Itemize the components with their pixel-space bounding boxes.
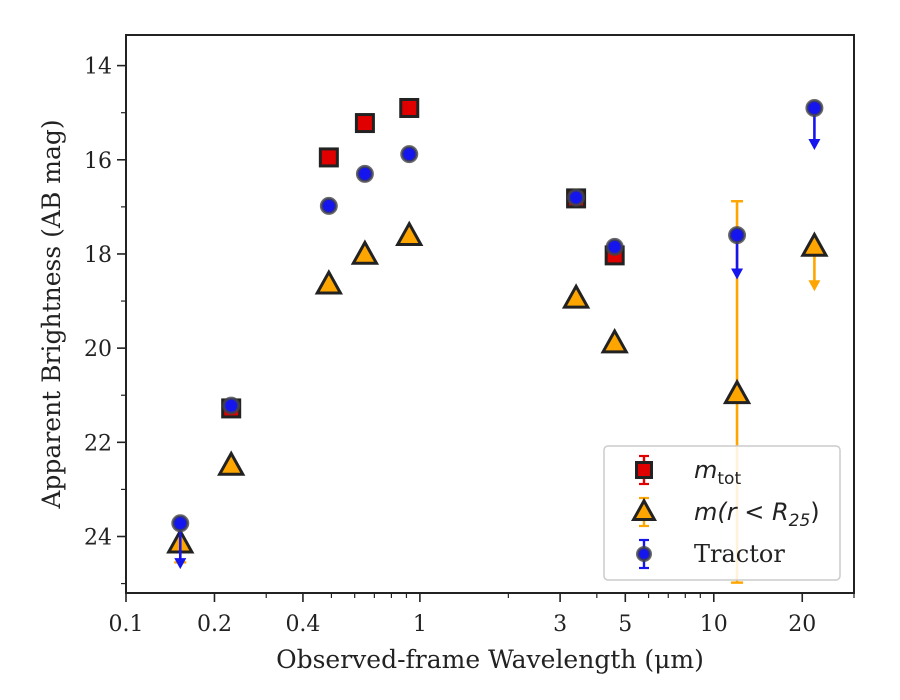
data-point-circle — [605, 237, 624, 256]
legend-item: mtot — [635, 454, 741, 489]
upper-limit-arrow-head — [808, 280, 821, 292]
legend-item: m(r < R25) — [631, 496, 820, 531]
y-tick-label: 24 — [84, 525, 112, 550]
marker — [399, 97, 420, 118]
data-point-triangle — [217, 450, 246, 476]
data-point-square — [318, 147, 339, 168]
data-point-triangle — [561, 283, 591, 309]
x-tick-label: 0.4 — [285, 612, 320, 637]
y-tick-label: 18 — [84, 243, 112, 268]
legend-marker — [635, 461, 653, 479]
data-point-triangle — [314, 269, 343, 295]
y-tick-label: 14 — [84, 55, 112, 80]
data-point-circle — [319, 196, 338, 215]
legend-item: Tractor — [636, 538, 785, 570]
marker — [395, 220, 424, 246]
marker — [800, 231, 829, 257]
upper-limit-arrow-head — [808, 139, 821, 151]
marker — [354, 113, 375, 134]
data-point-circle — [400, 145, 419, 164]
marker — [722, 378, 752, 405]
legend-box — [603, 445, 841, 581]
data-point-triangle — [600, 327, 629, 354]
marker — [217, 450, 246, 476]
legend-marker — [631, 497, 657, 522]
legend-label: m(r < R25) — [694, 498, 820, 531]
data-point-circle — [567, 188, 586, 207]
x-tick-label: 5 — [618, 612, 632, 637]
x-tick-label: 10 — [700, 612, 728, 637]
y-tick-label: 16 — [84, 149, 112, 174]
data-point-triangle — [395, 220, 424, 246]
data-point-circle — [355, 164, 374, 183]
y-tick-label: 20 — [84, 337, 112, 362]
data-point-circle — [728, 226, 747, 280]
data-layer — [166, 97, 829, 584]
data-point-circle — [222, 396, 241, 415]
data-point-triangle — [800, 231, 829, 292]
x-axis-title: Observed-frame Wavelength (μm) — [276, 645, 704, 674]
ticks-layer: 0.1 0.2 0.4 1 3 5 10 20 14 16 18 20 22 24 — [84, 55, 855, 637]
y-axis-title: Apparent Brightness (AB mag) — [37, 119, 66, 509]
legend-label: Tractor — [694, 540, 785, 568]
legend: mtot m(r < R25) Tractor — [603, 445, 841, 581]
marker — [314, 269, 343, 295]
x-tick-label: 1 — [413, 612, 427, 637]
upper-limit-arrow-head — [174, 558, 187, 570]
data-point-square — [399, 97, 420, 118]
plot-frame — [125, 34, 855, 594]
x-tick-label: 0.2 — [197, 612, 232, 637]
marker — [318, 147, 339, 168]
data-point-circle — [171, 514, 190, 570]
x-tick-label: 0.1 — [109, 612, 144, 637]
legend-label: mtot — [694, 456, 741, 489]
data-point-triangle — [350, 239, 380, 265]
data-point-circle — [805, 98, 824, 151]
upper-limit-arrow-head — [731, 268, 744, 280]
data-point-square — [354, 113, 375, 134]
marker — [561, 283, 591, 309]
marker — [350, 239, 380, 265]
x-tick-label: 3 — [553, 612, 567, 637]
marker — [600, 327, 629, 354]
x-tick-label: 20 — [788, 612, 816, 637]
y-tick-label: 22 — [84, 431, 112, 456]
